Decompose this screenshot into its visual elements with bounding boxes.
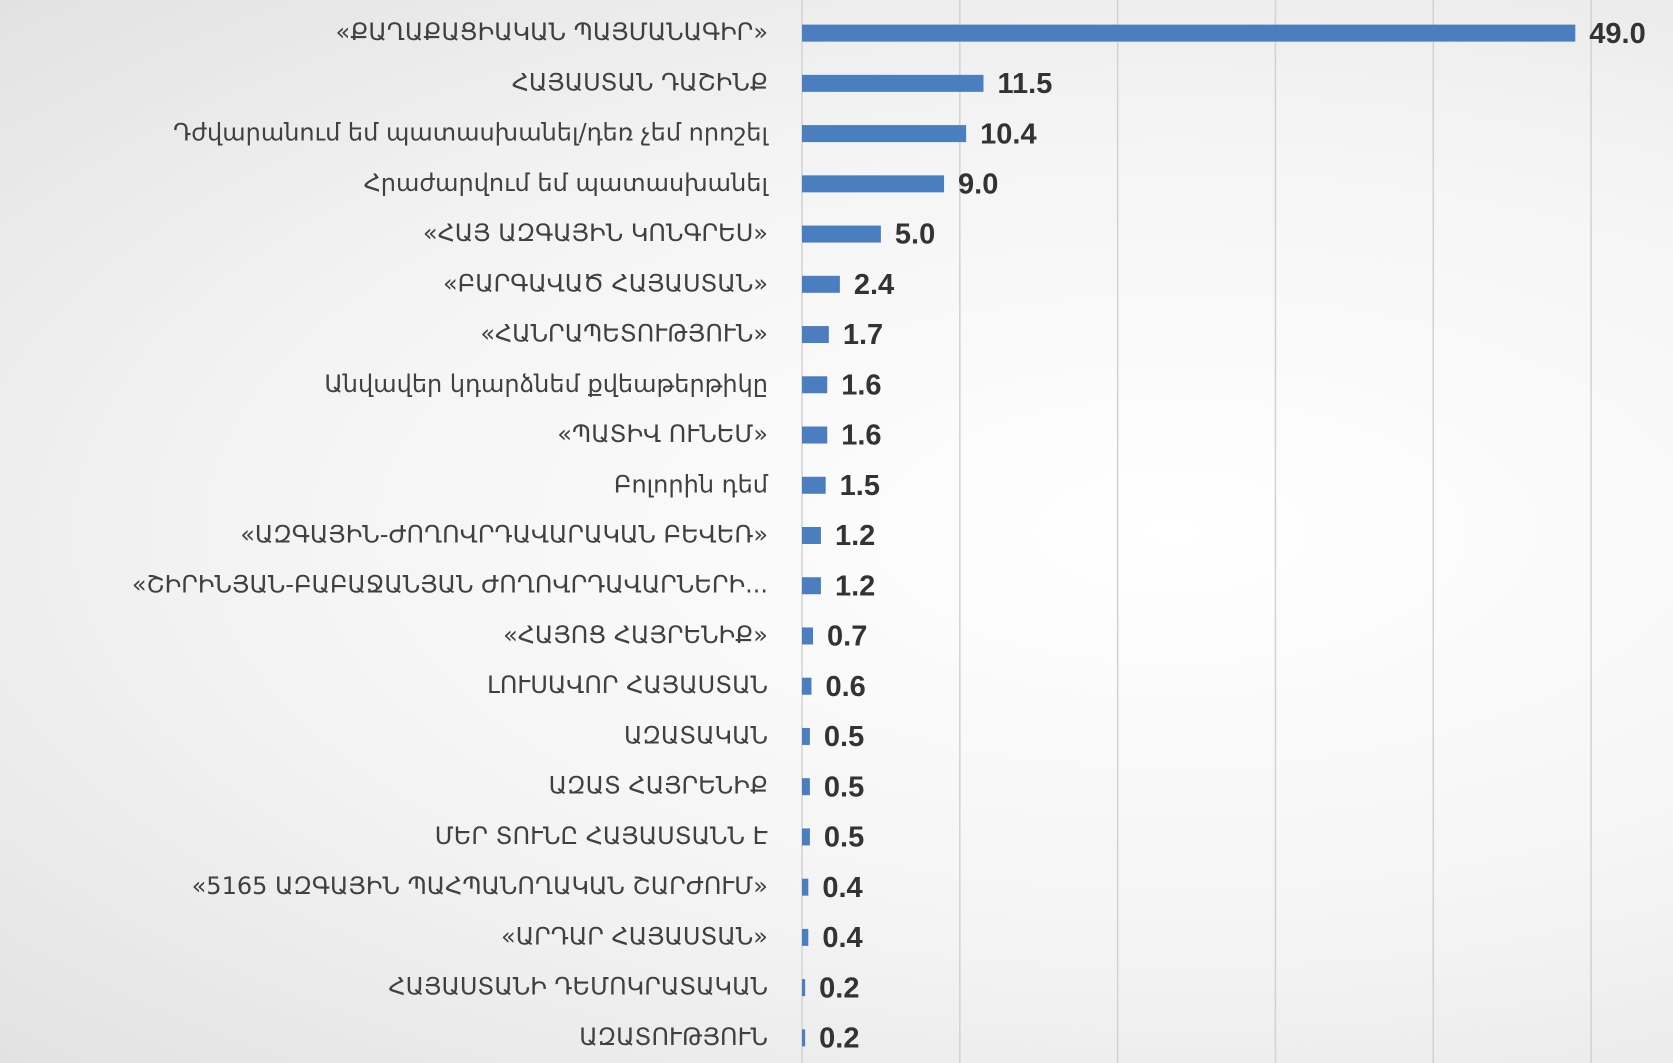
bar — [802, 527, 821, 544]
bar — [802, 1029, 806, 1047]
data-label: 0.2 — [819, 972, 859, 1004]
bar — [802, 426, 828, 444]
data-label: 1.7 — [843, 319, 883, 351]
data-label: 11.5 — [997, 68, 1052, 100]
bar — [802, 326, 829, 344]
bar — [802, 225, 881, 243]
bar — [802, 627, 814, 645]
bar — [802, 577, 821, 595]
category-label: «ՀԱՅ ԱԶԳԱՅԻՆ ԿՈՆԳՐԵՍ» — [423, 219, 768, 247]
category-label: «ԱԶԳԱՅԻՆ-ԺՈՂՈՎՐԴԱՎԱՐԱԿԱՆ ԲԵՎԵՌ» — [240, 521, 768, 549]
bar — [802, 476, 826, 494]
category-label: «ՊԱՏԻՎ ՈՒՆԵՄ» — [557, 420, 768, 448]
bar — [802, 878, 809, 896]
category-label: «5165 ԱԶԳԱՅԻՆ ՊԱՀՊԱՆՈՂԱԿԱՆ ՇԱՐԺՈՒՄ» — [192, 872, 768, 900]
data-label: 5.0 — [895, 219, 935, 251]
bar — [802, 778, 810, 796]
data-label: 0.5 — [824, 721, 864, 753]
bar — [802, 979, 806, 997]
bar — [802, 828, 810, 846]
data-label: 1.5 — [840, 470, 880, 502]
category-label: ՀԱՅԱՍՏԱՆ ԴԱՇԻՆՔ — [512, 68, 768, 96]
category-label: «ՀԱՆՐԱՊԵՏՈՒԹՅՈՒՆ» — [480, 320, 768, 348]
data-label: 2.4 — [854, 269, 894, 301]
data-label: 10.4 — [980, 118, 1036, 150]
data-label: 0.7 — [827, 621, 867, 653]
category-label: ԼՈՒՍԱՎՈՐ ՀԱՅԱՍՏԱՆ — [487, 671, 768, 699]
data-label: 0.5 — [824, 822, 864, 854]
data-label: 0.5 — [824, 771, 864, 803]
category-label: «ԲԱՐԳԱՎԱԾ ՀԱՅԱՍՏԱՆ» — [443, 269, 768, 297]
bar — [802, 928, 809, 946]
category-label: Բոլորին դեմ — [614, 470, 769, 498]
bar — [802, 376, 828, 394]
data-label: 0.6 — [825, 671, 865, 703]
data-label: 1.2 — [835, 520, 875, 552]
category-label: Հրաժարվում եմ պատասխանել — [364, 169, 770, 197]
category-label: ՀԱՅԱՍՏԱՆԻ ԴԵՄՈԿՐԱՏԱԿԱՆ — [388, 973, 768, 1001]
category-label: «ԱՐԴԱՐ ՀԱՅԱՍՏԱՆ» — [501, 922, 768, 950]
category-label: Անվավեր կդարձնեմ քվեաթերթիկը — [324, 370, 768, 398]
data-label: 9.0 — [958, 168, 998, 200]
category-label: «ՀԱՅՈՑ ՀԱՅՐԵՆԻՔ» — [503, 621, 768, 649]
data-label: 0.2 — [819, 1023, 859, 1055]
category-label: «ՔԱՂԱՔԱՑԻԱԿԱՆ ՊԱՅՄԱՆԱԳԻՐ» — [336, 18, 768, 46]
category-label: Դժվարանում եմ պատասխանել/դեռ չեմ որոշել — [173, 119, 769, 147]
bar — [802, 275, 840, 293]
category-label: «ՇԻՐԻՆՅԱՆ-ԲԱԲԱՋԱՆՅԱՆ ԺՈՂՈՎՐԴԱՎԱՐՆԵՐԻ... — [132, 571, 768, 599]
bar — [802, 677, 812, 695]
data-label: 49.0 — [1589, 18, 1645, 50]
bar — [802, 74, 984, 92]
category-label: ԱԶԱՏՈՒԹՅՈՒՆ — [579, 1023, 768, 1051]
bar — [802, 727, 810, 745]
data-label: 0.4 — [822, 922, 862, 954]
bar — [802, 175, 945, 193]
data-label: 1.2 — [835, 570, 875, 602]
category-label: ԱԶԱՏԱԿԱՆ — [624, 721, 768, 749]
data-label: 1.6 — [841, 369, 881, 401]
data-label: 0.4 — [822, 872, 862, 904]
bar — [802, 125, 967, 143]
category-label: ՄԵՐ ՏՈՒՆԸ ՀԱՅԱՍՏԱՆՆ Է — [435, 822, 768, 850]
category-label: ԱԶԱՏ ՀԱՅՐԵՆԻՔ — [549, 772, 768, 800]
bar — [802, 24, 1576, 42]
data-label: 1.6 — [841, 420, 881, 452]
